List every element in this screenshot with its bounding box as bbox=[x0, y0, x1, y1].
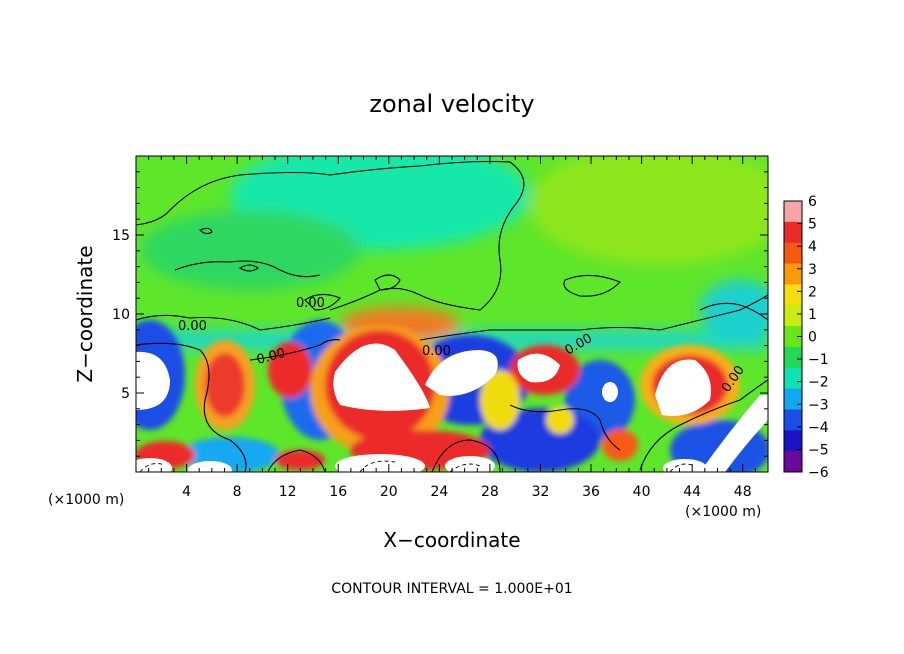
colorbar-swatch bbox=[784, 284, 802, 306]
colorbar-tick-label: −2 bbox=[808, 375, 829, 391]
colorbar-tick-label: 2 bbox=[808, 284, 817, 300]
colorbar-swatch bbox=[784, 242, 802, 265]
colorbar-tick-label: 0 bbox=[808, 330, 817, 346]
x-tick-label: 16 bbox=[329, 484, 347, 500]
contour-line bbox=[431, 439, 501, 472]
y-tick-label: 10 bbox=[112, 307, 130, 323]
colorbar-tick-label: 6 bbox=[808, 194, 817, 210]
colorbar: 6 5 4 3 2 1 0 −1 −2 −3 −4 −5 −6 bbox=[783, 194, 829, 481]
contour-line bbox=[238, 264, 259, 272]
contour-line bbox=[563, 274, 621, 297]
y-axis-label: Z−coordinate bbox=[73, 245, 97, 382]
contour-label: 0.00 bbox=[255, 346, 287, 368]
contour-line bbox=[419, 294, 768, 341]
contour-line bbox=[304, 293, 341, 311]
y-tick-label: 5 bbox=[121, 386, 130, 402]
colorbar-swatch bbox=[784, 305, 802, 327]
colorbar-tick-label: −6 bbox=[808, 465, 829, 481]
colorbar-tick-label: 4 bbox=[808, 239, 817, 255]
x-tick-label: 36 bbox=[582, 484, 600, 500]
colorbar-tick-label: −5 bbox=[808, 442, 829, 458]
contour-line-negative bbox=[359, 460, 396, 472]
x-tick-label: 4 bbox=[182, 484, 191, 500]
contour-line-negative bbox=[449, 463, 481, 472]
colorbar-swatch bbox=[784, 201, 802, 223]
colorbar-swatch bbox=[784, 263, 802, 285]
colorbar-swatch bbox=[784, 451, 802, 473]
x-tick-label: 44 bbox=[683, 484, 701, 500]
contour-line-negative bbox=[669, 463, 696, 472]
contour-interval-note: CONTOUR INTERVAL = 1.000E+01 bbox=[331, 581, 572, 597]
contour-line bbox=[249, 339, 341, 361]
contour-line bbox=[509, 404, 621, 451]
contour-line bbox=[199, 227, 213, 235]
colorbar-swatch bbox=[784, 367, 802, 390]
colorbar-swatch bbox=[784, 388, 802, 410]
x-axis: 4 8 12 16 20 24 28 32 36 40 44 48 bbox=[148, 156, 756, 500]
x-tick-label: 8 bbox=[233, 484, 242, 500]
colorbar-tick-label: 3 bbox=[808, 262, 817, 278]
contour-label: 0.00 bbox=[178, 319, 207, 334]
x-tick-label: 20 bbox=[380, 484, 398, 500]
colorbar-tick-label: −4 bbox=[808, 420, 829, 436]
colorbar-tick-label: 1 bbox=[808, 307, 817, 323]
colorbar-tick-label: −1 bbox=[808, 352, 829, 368]
x-axis-label: X−coordinate bbox=[383, 528, 520, 552]
x-unit-label-right: (×1000 m) bbox=[685, 504, 761, 520]
colorbar-swatch bbox=[784, 430, 802, 452]
heatmap-field bbox=[136, 156, 768, 472]
x-tick-label: 40 bbox=[633, 484, 651, 500]
contour-label: 0.00 bbox=[422, 344, 451, 359]
colorbar-swatch bbox=[784, 326, 802, 348]
x-tick-label: 28 bbox=[481, 484, 499, 500]
contour-line bbox=[639, 379, 768, 471]
colorbar-tick-label: 5 bbox=[808, 217, 817, 233]
contour-line bbox=[136, 342, 247, 472]
chart-title: zonal velocity bbox=[369, 90, 534, 118]
colorbar-swatch bbox=[784, 346, 802, 369]
x-tick-label: 48 bbox=[734, 484, 752, 500]
contour-line bbox=[374, 274, 401, 291]
contour-line bbox=[267, 449, 326, 472]
x-tick-label: 12 bbox=[279, 484, 297, 500]
x-unit-label-left: (×1000 m) bbox=[48, 492, 124, 508]
contour-line bbox=[174, 260, 321, 278]
y-axis: 5 10 15 bbox=[112, 171, 768, 457]
x-tick-label: 24 bbox=[430, 484, 448, 500]
colorbar-tick-label: −3 bbox=[808, 397, 829, 413]
contour-label: 0.00 bbox=[296, 296, 325, 311]
colorbar-swatch bbox=[784, 221, 802, 244]
colorbar-swatch bbox=[784, 409, 802, 431]
y-tick-label: 15 bbox=[112, 228, 130, 244]
contour-line bbox=[136, 160, 525, 311]
contour-line bbox=[136, 314, 331, 331]
contour-line bbox=[699, 302, 768, 321]
x-tick-label: 32 bbox=[532, 484, 550, 500]
contour-line-negative bbox=[139, 463, 166, 472]
